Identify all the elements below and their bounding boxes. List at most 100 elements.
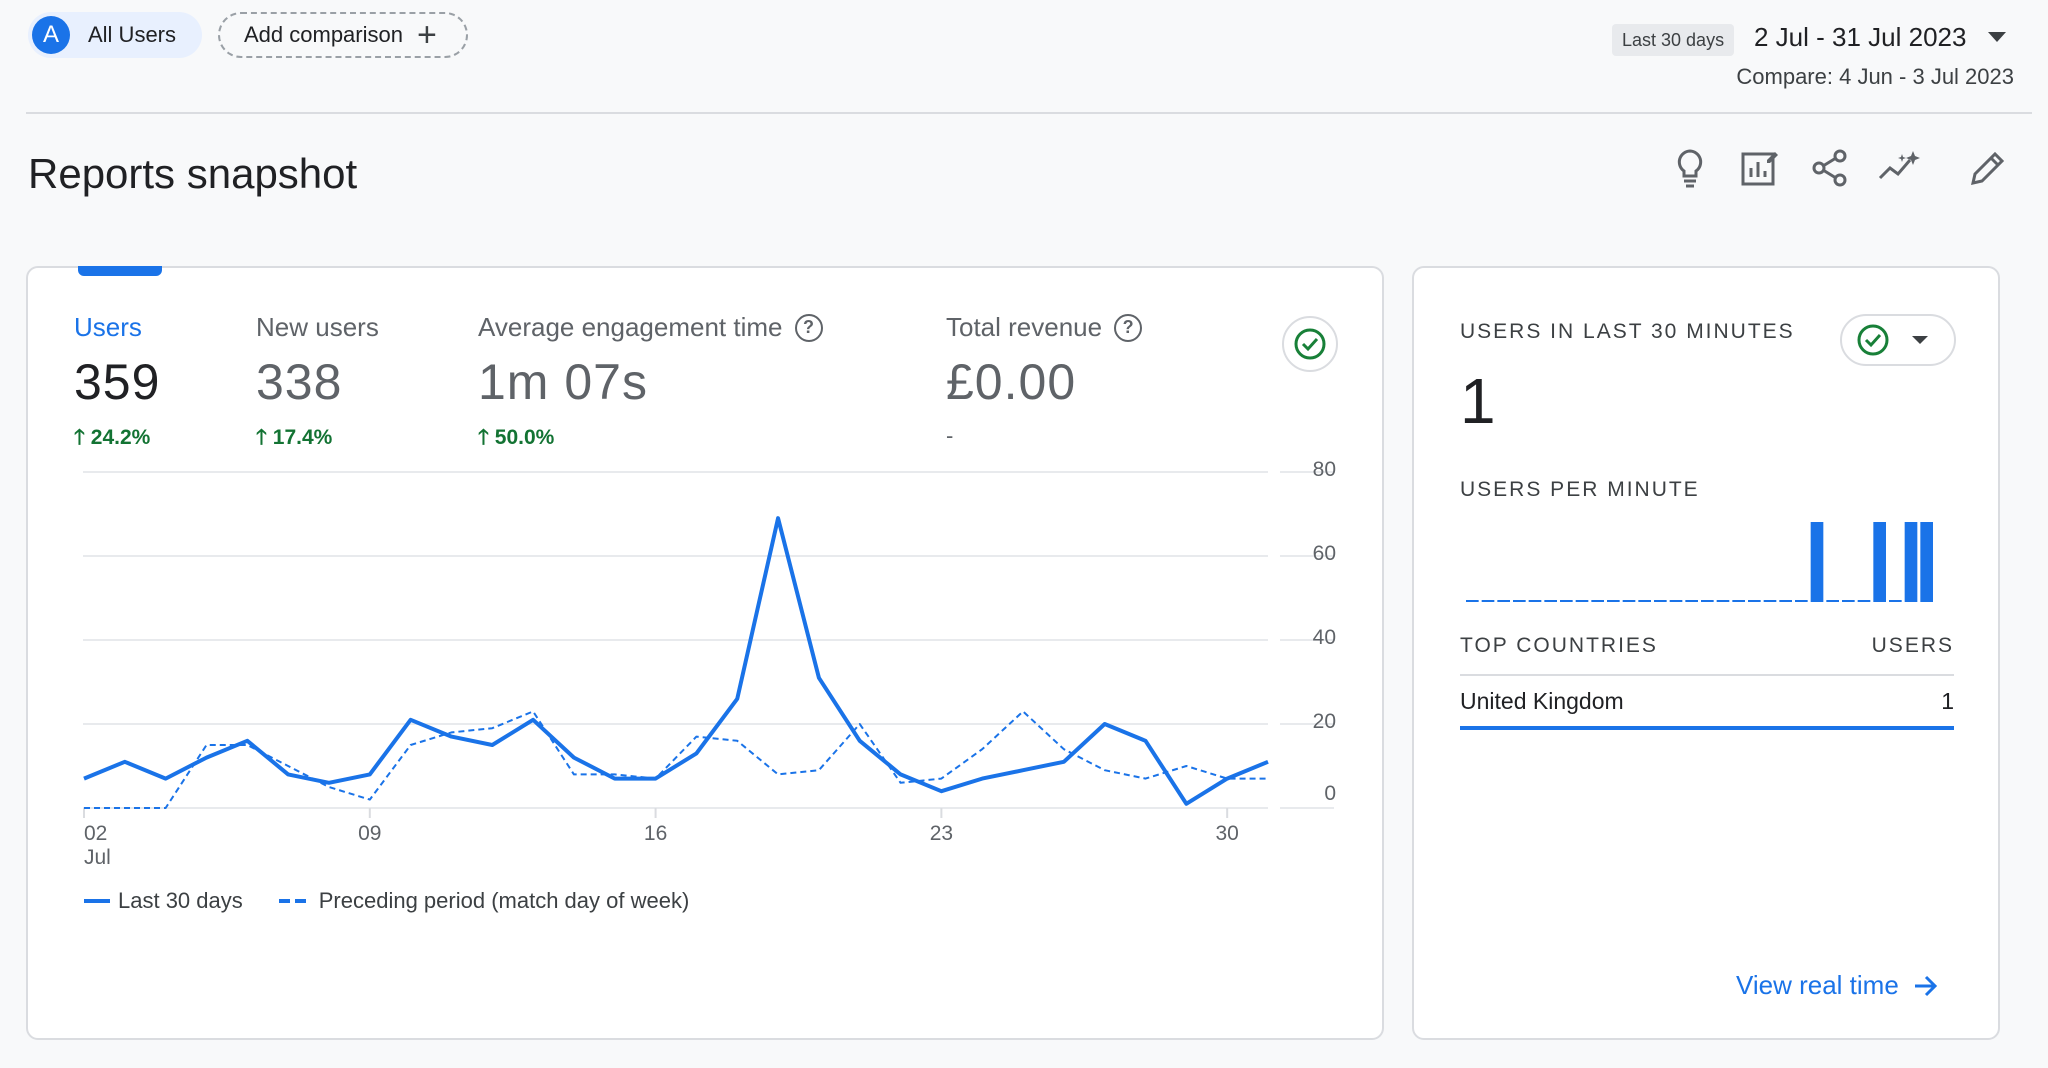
minute-bar-empty (1654, 600, 1667, 602)
date-preset-badge: Last 30 days (1612, 24, 1735, 56)
compare-range-text: Compare: 4 Jun - 3 Jul 2023 (1736, 64, 2014, 89)
minute-bar-empty (1622, 600, 1636, 602)
active-metric-indicator (78, 266, 162, 276)
country-users: 1 (1941, 688, 1954, 714)
metric-tab-new-users[interactable]: New users 338 🡑 17.4% (256, 312, 379, 458)
y-tick-label: 20 (1313, 710, 1336, 733)
minute-bar-empty (1575, 600, 1589, 602)
metric-label: Total revenue? (946, 312, 1143, 343)
country-row: United Kingdom 1 (1460, 688, 1954, 715)
series-line-current (83, 516, 1269, 806)
y-tick-label: 0 (1324, 782, 1336, 805)
metric-change: 🡑 17.4% (256, 426, 333, 449)
plus-icon: + (416, 16, 437, 54)
y-tick-label: 80 (1313, 458, 1336, 481)
x-tick-label: 16 (644, 822, 667, 845)
top-bar: A All Users Add comparison + Last 30 day… (0, 0, 2048, 112)
x-tick-label: 30 (1215, 822, 1238, 845)
minute-bar-empty (1763, 600, 1777, 602)
metric-change: 🡑 50.0% (478, 426, 555, 449)
minute-bar-empty (1685, 600, 1698, 602)
minute-bar-empty (1826, 600, 1839, 602)
realtime-check-dropdown[interactable] (1840, 314, 1956, 366)
metric-label: Average engagement time? (478, 312, 823, 343)
view-real-time-label: View real time (1736, 970, 1899, 1000)
metric-label: Users (74, 312, 142, 342)
realtime-title: USERS IN LAST 30 MINUTES (1460, 320, 1795, 343)
top-countries-label: TOP COUNTRIES (1460, 634, 1658, 657)
legend-solid-swatch (84, 899, 110, 903)
users-per-minute-chart (1466, 522, 1933, 602)
add-comparison-button[interactable]: Add comparison + (218, 12, 468, 58)
country-name: United Kingdom (1460, 688, 1624, 714)
arrow-right-icon (1914, 975, 1937, 996)
x-tick-label: 09 (358, 822, 381, 845)
y-tick-label: 60 (1313, 542, 1336, 565)
minute-bar-empty (1560, 600, 1573, 602)
chevron-down-icon (1912, 336, 1928, 344)
minute-bar-empty (1466, 600, 1479, 602)
x-tick-label: 02 (84, 822, 107, 845)
metric-tab-total-revenue[interactable]: Total revenue? £0.00 - (946, 312, 1143, 449)
check-circle-icon (1857, 324, 1889, 356)
metric-change: - (946, 423, 954, 448)
metric-value: £0.00 (946, 354, 1077, 410)
edit-icon[interactable] (1966, 146, 2010, 190)
legend-label-preceding: Preceding period (match day of week) (318, 888, 690, 913)
minute-bar (1920, 522, 1933, 602)
minute-bar-empty (1795, 600, 1808, 602)
legend-label-current: Last 30 days (118, 888, 243, 913)
minute-bar-empty (1857, 600, 1871, 602)
add-comparison-label: Add comparison (244, 22, 403, 47)
metric-label: New users (256, 312, 379, 342)
insights-icon[interactable] (1878, 146, 1922, 190)
chevron-down-icon[interactable] (1988, 32, 2006, 42)
country-share-bar (1460, 726, 1954, 730)
series-line-preceding (84, 710, 1268, 809)
top-countries-header: TOP COUNTRIES USERS (1460, 634, 1954, 658)
minute-bar-empty (1528, 600, 1542, 602)
minute-bar-empty (1779, 600, 1792, 602)
minute-bar-empty (1732, 600, 1745, 602)
metric-tab-users[interactable]: Users 359 🡑 24.2% (74, 312, 160, 458)
table-divider (1460, 674, 1954, 676)
minute-bar-empty (1481, 600, 1495, 602)
minute-bar (1904, 522, 1918, 602)
minute-bar-empty (1544, 600, 1557, 602)
minute-bar-empty (1607, 600, 1620, 602)
y-tick-label: 40 (1313, 626, 1336, 649)
legend-dashed-swatch (278, 899, 309, 903)
minute-bar-empty (1889, 600, 1902, 602)
minute-bar-empty (1591, 600, 1604, 602)
data-quality-check-icon[interactable] (1282, 316, 1338, 372)
metric-tab-engagement-time[interactable]: Average engagement time? 1m 07s 🡑 50.0% (478, 312, 823, 458)
date-range-picker[interactable]: 2 Jul - 31 Jul 2023 (1754, 22, 1967, 52)
minute-bar (1873, 522, 1886, 602)
users-per-minute-title: USERS PER MINUTE (1460, 478, 1700, 501)
help-icon[interactable]: ? (1114, 313, 1143, 342)
minute-bar (1810, 522, 1824, 602)
minute-bar-empty (1701, 600, 1714, 602)
metric-change: 🡑 24.2% (74, 426, 151, 449)
all-users-chip[interactable]: A All Users (28, 12, 202, 58)
x-tick-label: 23 (930, 822, 953, 845)
help-icon[interactable]: ? (794, 313, 823, 342)
customize-report-icon[interactable] (1738, 146, 1782, 190)
user-segment-avatar: A (32, 16, 70, 54)
minute-bar-empty (1716, 600, 1730, 602)
realtime-card: USERS IN LAST 30 MINUTES 1 USERS PER MIN… (1412, 266, 2000, 1040)
view-real-time-link[interactable]: View real time (1736, 970, 1939, 1001)
arrow-up-icon: 🡑 (256, 426, 267, 449)
share-icon[interactable] (1808, 146, 1852, 190)
minute-bar-empty (1513, 600, 1526, 602)
arrow-up-icon: 🡑 (478, 426, 489, 449)
lightbulb-icon[interactable] (1668, 146, 1712, 190)
minute-bar-empty (1842, 600, 1855, 602)
metric-value: 338 (256, 354, 343, 410)
user-segment-label: All Users (88, 22, 177, 47)
metric-value: 1m 07s (478, 354, 648, 410)
header-divider (26, 112, 2032, 114)
users-column-label: USERS (1871, 634, 1954, 657)
minute-bar-empty (1638, 600, 1651, 602)
metric-value: 359 (74, 354, 161, 410)
